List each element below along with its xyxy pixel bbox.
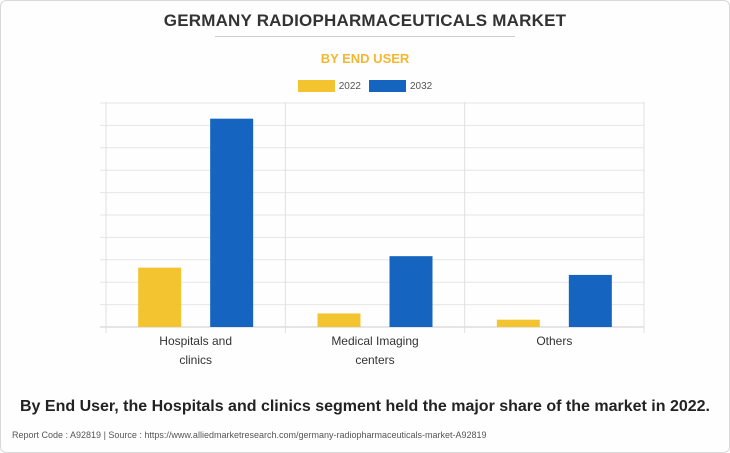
chart-caption: By End User, the Hospitals and clinics s… (20, 398, 710, 415)
x-axis-labels: Hospitals and clinics Medical Imaging cente… (159, 334, 572, 367)
legend-item-2032[interactable]: 2032 (369, 80, 432, 92)
x-tick-label: centers (355, 353, 394, 367)
bar-2022-1[interactable] (317, 313, 361, 327)
legend: 2022 2032 (0, 80, 730, 92)
title-divider (215, 36, 515, 37)
x-tick-label: clinics (179, 353, 212, 367)
x-tick-label: Medical Imaging (331, 334, 418, 348)
legend-swatch-2022 (297, 80, 335, 92)
x-tick-label: Hospitals and (159, 334, 232, 348)
chart-title: GERMANY RADIOPHARMACEUTICALS MARKET (163, 11, 567, 30)
x-tick-label: Others (536, 334, 572, 348)
bar-2032-2[interactable] (568, 274, 612, 327)
legend-label-2032: 2032 (410, 80, 433, 92)
bar-2022-2[interactable] (496, 319, 540, 327)
legend-label-2022: 2022 (338, 80, 361, 92)
bar-2022-0[interactable] (138, 267, 182, 327)
bar-2032-0[interactable] (210, 118, 254, 328)
bar-2032-1[interactable] (389, 256, 433, 327)
report-footer: Report Code : A92819 | Source : https://… (12, 430, 487, 440)
chart-subtitle: BY END USER (320, 51, 410, 66)
bar-chart: Hospitals and clinics Medical Imaging cente… (100, 102, 645, 367)
bars (138, 118, 612, 328)
legend-swatch-2032 (369, 80, 406, 92)
legend-item-2022[interactable]: 2022 (297, 80, 361, 92)
gridlines (100, 102, 645, 333)
